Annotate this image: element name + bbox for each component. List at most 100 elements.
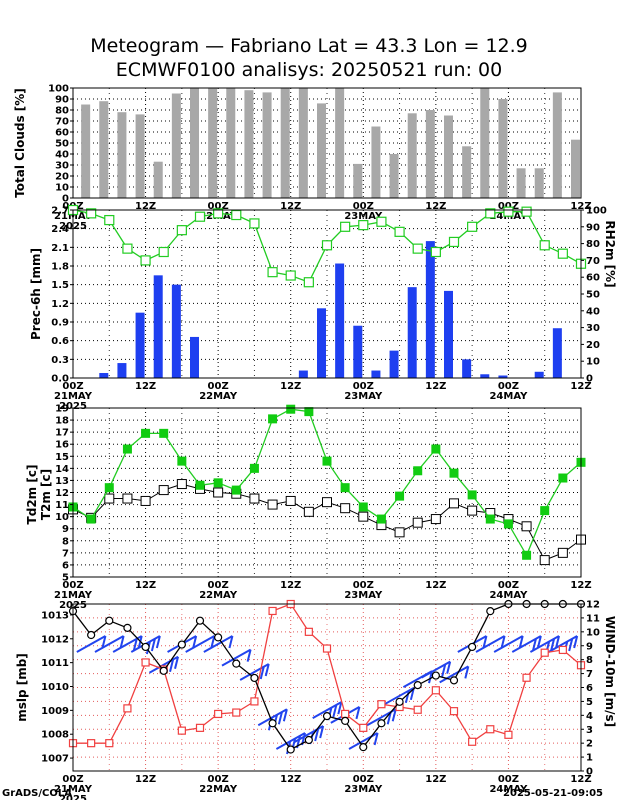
press-ytick-label: 1009 [41,706,69,717]
precip-rh-panel: 0.0 0.3 0.6 0.9 1.2 1.5 1.8 2.1 2.4 2.7 0 10 20 30 40 5… [29,204,617,412]
rh-point [321,240,333,251]
wind-barb-feather [555,635,560,649]
clouds-ytick-label: 40 [55,150,69,161]
t2m-point [358,502,368,512]
temp-ytick-label: 10 [55,512,69,523]
td2m-point [358,511,369,522]
precip-day-label: 22MAY [199,391,238,402]
temp-ytick-label: 5 [62,573,69,584]
cloud-bar [298,88,308,198]
precip-ytick-label: 0.9 [51,318,69,329]
cloud-bar [226,88,236,198]
td2m-point [104,493,115,504]
cloud-bar [534,168,544,198]
wind-barb [384,686,415,705]
wind-barb [221,648,252,667]
temp-ytick-label: 6 [62,560,69,571]
t2m-point [286,404,296,414]
precip-ytick-label: 1.5 [51,280,69,291]
footer-right: 2025-05-21-09:05 [503,788,603,799]
cloud-bar [262,92,272,198]
precip-day-label: 23MAY [344,391,383,402]
td2m-point [213,487,224,498]
temp-ytick-label: 8 [62,536,69,547]
clouds-hour-label: 00Z [208,201,229,212]
rh-point [158,246,169,258]
wind-barb [511,635,542,653]
wind-point [268,606,277,616]
t2m-point [522,550,532,560]
press-hour-label: 00Z [498,774,519,785]
td2m-point [176,479,187,490]
wind-barb-feather [155,635,161,649]
rh-point [249,218,260,229]
precip-ytick-right-label: 30 [586,323,600,334]
clouds-ytick-label: 0 [62,194,69,205]
temp-day-label: 23MAY [344,590,383,601]
wind-barb-feather [404,690,410,704]
wind-point [250,697,259,706]
wind-barb [421,660,451,679]
cloud-bar [208,88,218,198]
wind-barb [529,635,560,653]
wind-barb-feather [174,656,179,670]
wind-barb [294,725,324,743]
temp-ytick-label: 7 [62,548,69,559]
mslp-point [268,719,277,728]
precip-day-label: 21MAY [54,391,93,402]
cloud-bar [190,88,199,198]
cloud-bar [81,104,91,198]
t2m-point [213,478,223,488]
temp-hour-label: 12Z [570,580,591,591]
cloud-bar [99,101,109,198]
wind-barb [493,635,524,653]
wind-barb-feather [314,728,320,742]
rh-point [467,221,478,232]
wind-point [177,726,186,735]
press-hour-label: 00Z [353,774,374,785]
t2m-point [177,456,187,466]
wind-barb [548,635,578,653]
press-hour-label: 12Z [570,774,591,785]
wind-barb-feather [332,704,338,718]
cloud-bar [498,99,508,198]
wind-point [359,723,368,732]
wind-barb-feather [150,638,156,652]
wind-point [214,709,223,719]
t2m-point [249,463,259,473]
td2m-point [467,505,478,516]
precip-ytick-label: 2.4 [51,224,69,235]
wind-barb-feather [531,638,537,652]
clouds-hour-label: 00Z [353,201,374,212]
mslp-point [449,676,459,685]
precip-bar [462,359,472,378]
press-hour-label: 12Z [280,774,301,785]
td2m-point [249,493,260,504]
wind-barb-feather [210,635,216,649]
wind-point [105,739,114,748]
temp-ytick-label: 13 [55,476,69,487]
wind-barb [94,635,125,653]
wind-barb-feather [101,635,107,649]
wind-ylabel: WIND-10m [m/s] [603,616,617,727]
clouds-hour-label: 12Z [280,201,301,212]
temp-hour-label: 00Z [208,580,229,591]
clouds-ytick-label: 60 [55,128,69,139]
precip-bar [135,312,145,378]
wind-barb-feather [386,712,392,725]
temp-day-label: 22MAY [199,590,238,601]
rh-point [213,208,224,219]
wind-point [413,705,422,714]
rh-point [430,246,441,258]
mslp-line [72,603,581,751]
mslp-point [105,616,114,625]
t2m-point [449,468,459,478]
clouds-hour-label: 12Z [425,201,446,212]
precip-ytick-label: 0.6 [51,336,69,347]
precip-ytick-label: 0.3 [51,355,69,366]
cloud-bar [480,88,490,198]
press-day-label: 23MAY [344,784,383,795]
precip-hour-label: 00Z [208,381,229,392]
mslp-point [304,735,313,745]
precip-bar [190,336,199,378]
